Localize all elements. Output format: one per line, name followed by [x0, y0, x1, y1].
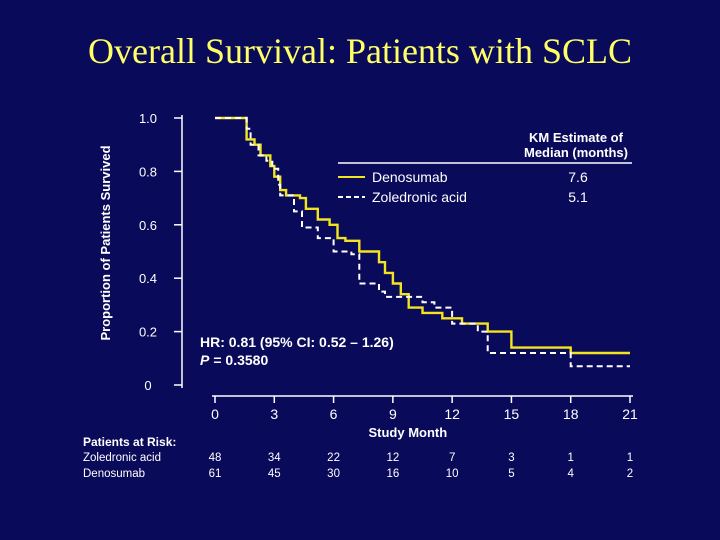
risk-cell: 22 [327, 452, 340, 464]
x-tick-label: 12 [444, 406, 460, 422]
denosumab-curve [215, 116, 630, 355]
risk-cell: 16 [386, 468, 399, 480]
y-tick-label: 0.8 [139, 164, 157, 179]
y-tick-label: 0.4 [139, 271, 157, 286]
y-tick-label: 0.2 [139, 325, 157, 340]
risk-row-label: Zoledronic acid [83, 452, 161, 464]
y-tick-label: 0.6 [139, 218, 157, 233]
y-tick-label: 0 [144, 378, 151, 393]
risk-cell: 7 [449, 452, 455, 464]
risk-cell: 1 [627, 452, 633, 464]
risk-cell: 45 [268, 468, 281, 480]
risk-cell: 48 [209, 452, 222, 464]
axes: 0 0.2 0.4 0.6 0.8 1.0 Proportion of Patients S… [98, 111, 638, 440]
risk-cell: 12 [386, 452, 399, 464]
y-axis-label: Proportion of Patients Survived [98, 145, 113, 340]
x-tick-label: 18 [563, 406, 579, 422]
survival-curves [215, 116, 630, 368]
p-value-text: P = 0.3580 [200, 352, 268, 368]
median-zoledronic-acid: 5.1 [568, 189, 588, 205]
x-tick-label: 3 [270, 406, 278, 422]
x-tick-label: 9 [389, 406, 397, 422]
risk-cell: 1 [568, 452, 574, 464]
risk-cell: 61 [209, 468, 222, 480]
p-label: P [200, 352, 210, 368]
y-tick-label: 1.0 [139, 111, 157, 126]
x-tick-label: 0 [211, 406, 219, 422]
risk-cell: 5 [508, 468, 514, 480]
legend-label-denosumab: Denosumab [372, 169, 448, 185]
risk-row-label: Denosumab [83, 468, 145, 480]
p-value: = 0.3580 [213, 352, 268, 368]
zoledronic-acid-curve [215, 117, 630, 368]
risk-table-title: Patients at Risk: [83, 435, 176, 449]
x-tick-label: 15 [504, 406, 520, 422]
median-denosumab: 7.6 [568, 169, 588, 185]
risk-cell: 30 [327, 468, 340, 480]
risk-cell: 2 [627, 468, 633, 480]
x-tick-label: 21 [622, 406, 638, 422]
risk-cell: 10 [446, 468, 459, 480]
risk-cell: 3 [508, 452, 514, 464]
hr-annotation: HR: 0.81 (95% CI: 0.52 – 1.26) P = 0.3580 [200, 334, 394, 368]
patients-at-risk-table: Patients at Risk:Zoledronic acid 48 34 22 12… [83, 435, 633, 480]
legend-label-zoledronic-acid: Zoledronic acid [372, 189, 467, 205]
legend-header-line2: Median (months) [524, 145, 628, 160]
slide-title: Overall Survival: Patients with SCLC [88, 31, 632, 71]
x-axis-label: Study Month [368, 425, 447, 440]
legend-header-line1: KM Estimate of [529, 130, 624, 145]
risk-cell: 4 [568, 468, 575, 480]
hr-text: HR: 0.81 (95% CI: 0.52 – 1.26) [200, 334, 394, 350]
x-tick-label: 6 [330, 406, 338, 422]
risk-cell: 34 [268, 452, 281, 464]
